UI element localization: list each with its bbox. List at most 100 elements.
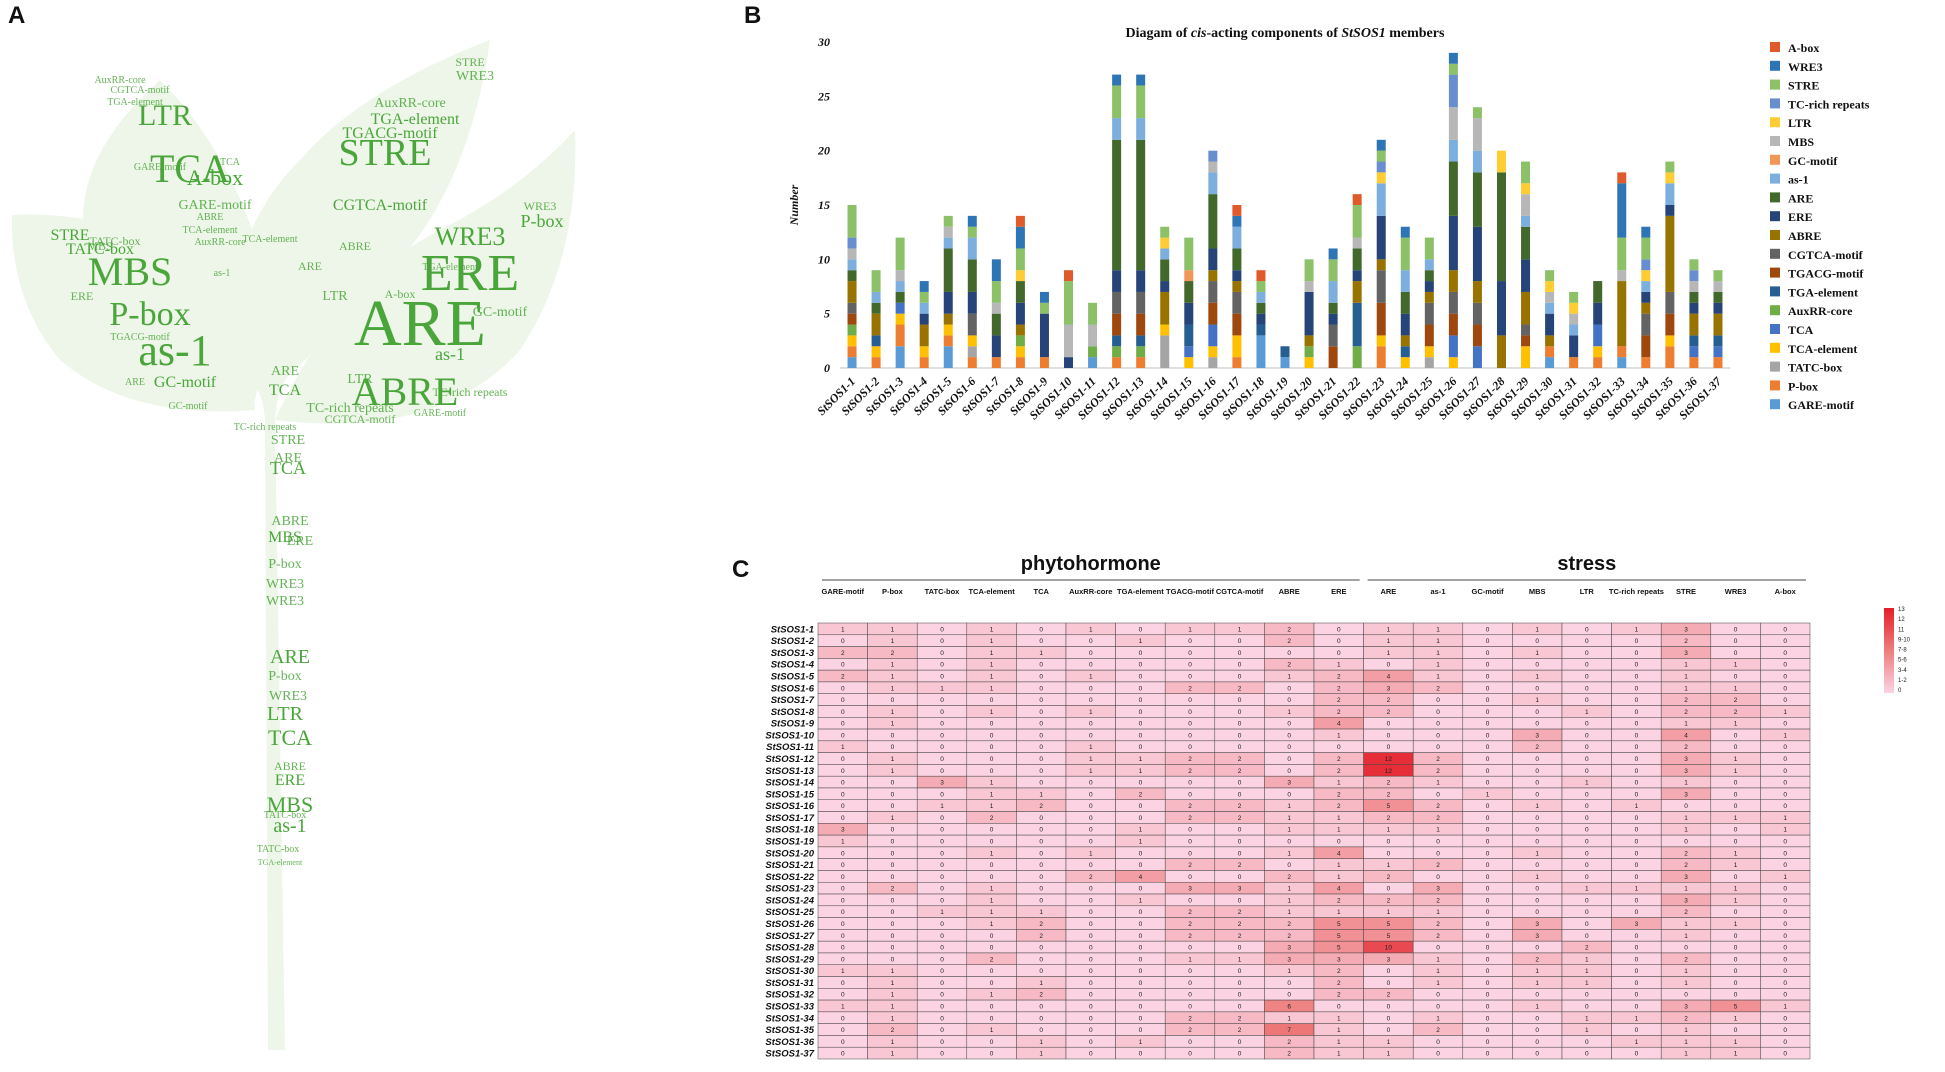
row-label: StSOS1-6	[771, 683, 815, 694]
heatmap-cell-value: 3	[1238, 886, 1242, 893]
heatmap-cell-value: 2	[1039, 921, 1043, 928]
bar-segment	[1545, 357, 1555, 368]
word-cloud-panel: ARE ERE ABRE STRE as-1 P-box MBS TCA LTR WRE3 A-bo…	[0, 0, 760, 1067]
heatmap-cell-value: 3	[1684, 768, 1688, 775]
heatmap-cell-value: 0	[1486, 626, 1490, 633]
legend-swatch	[1770, 324, 1780, 334]
heatmap-cell-value: 0	[1635, 697, 1639, 704]
heatmap-cell-value: 1	[1436, 780, 1440, 787]
row-label: StSOS1-26	[765, 919, 814, 930]
heatmap-cell-value: 1	[1387, 638, 1391, 645]
heatmap-cell-value: 0	[990, 968, 994, 975]
bar-segment	[1304, 335, 1314, 347]
heatmap-cell-value: 0	[1783, 791, 1787, 798]
heatmap-cell-value: 1	[1535, 1003, 1539, 1010]
heatmap-cell-value: 2	[1238, 803, 1242, 810]
heatmap-cell-value: 1	[990, 650, 994, 657]
heatmap-cell-value: 0	[940, 744, 944, 751]
bar-segment	[1545, 335, 1555, 347]
bar-segment	[1112, 357, 1122, 368]
heatmap-cell-value: 1	[1585, 980, 1589, 987]
heatmap-cell-value: 0	[1287, 732, 1291, 739]
heatmap-cell-value: 0	[891, 897, 895, 904]
row-label: StSOS1-29	[765, 954, 814, 965]
panel-label-a: A	[8, 2, 26, 29]
bar-segment	[1304, 291, 1314, 336]
bar-segment	[1039, 291, 1049, 303]
column-label: A-box	[1775, 587, 1797, 596]
heatmap-cell-value: 1	[1684, 1027, 1688, 1034]
bar-segment	[1280, 346, 1290, 358]
heatmap-cell-value: 0	[1188, 897, 1192, 904]
heatmap-cell-value: 0	[1783, 780, 1787, 787]
heatmap-cell-value: 1	[1287, 803, 1291, 810]
heatmap-cell-value: 0	[1585, 732, 1589, 739]
bar-segment	[919, 313, 929, 325]
heatmap-cell-value: 2	[1139, 791, 1143, 798]
heatmap-cell-value: 1	[891, 992, 895, 999]
heatmap-cell-value: 0	[841, 791, 845, 798]
heatmap-cell-value: 0	[1337, 744, 1341, 751]
colorbar-tick-label: 3-4	[1898, 668, 1907, 674]
legend-swatch	[1770, 79, 1780, 90]
bar-segment	[1256, 281, 1266, 292]
column-label: TC-rich repeats	[1609, 587, 1664, 596]
heatmap-cell-value: 1	[1635, 803, 1639, 810]
heatmap-cell-value: 0	[1436, 839, 1440, 846]
heatmap-cell-value: 1	[1684, 815, 1688, 822]
bar-segment	[1232, 226, 1242, 249]
heatmap-cell-value: 1	[1337, 662, 1341, 669]
heatmap-cell-value: 1	[940, 909, 944, 916]
heatmap-cell-value: 1	[1287, 674, 1291, 681]
bar-segment	[1641, 313, 1651, 336]
heatmap-cell-value: 0	[1783, 626, 1787, 633]
word-cloud-word: WRE3	[266, 594, 304, 609]
heatmap-cell-value: 1	[891, 1003, 895, 1010]
heatmap-cell-value: 1	[1287, 886, 1291, 893]
bar-segment	[1088, 324, 1098, 347]
word-cloud-word: TCA	[268, 725, 312, 750]
bar-segment	[847, 237, 857, 249]
bar-segment	[1064, 281, 1074, 325]
word-cloud-word: WRE3	[269, 689, 307, 704]
heatmap-cell-value: 2	[1734, 709, 1738, 716]
plant-silhouette	[11, 40, 576, 1050]
heatmap-cell-value: 0	[841, 956, 845, 963]
heatmap-cell-value: 1	[1436, 956, 1440, 963]
heatmap-cell-value: 0	[1089, 1015, 1093, 1022]
heatmap-cell-value: 0	[1039, 709, 1043, 716]
heatmap-cell-value: 1	[1337, 780, 1341, 787]
word-cloud-word: STRE	[50, 227, 89, 244]
bar-segment	[1400, 335, 1410, 347]
bar-segment	[943, 215, 953, 227]
legend-swatch	[1770, 267, 1780, 278]
legend-swatch	[1770, 173, 1780, 184]
bar-segment	[943, 291, 953, 314]
heatmap-cell-value: 0	[1387, 1015, 1391, 1022]
heatmap-cell-value: 0	[1139, 685, 1143, 692]
heatmap-cell-value: 0	[1039, 956, 1043, 963]
heatmap-cell-value: 3	[1684, 1003, 1688, 1010]
heatmap-cell-value: 0	[1238, 992, 1242, 999]
heatmap-cell-value: 0	[1734, 780, 1738, 787]
heatmap-cell-value: 0	[1535, 1051, 1539, 1058]
heatmap-cell-value: 1	[1337, 1027, 1341, 1034]
heatmap-cell-value: 1	[990, 780, 994, 787]
heatmap-cell-value: 0	[940, 933, 944, 940]
heatmap-cell-value: 1	[990, 850, 994, 857]
heatmap-cell-value: 0	[1486, 721, 1490, 728]
heatmap-cell-value: 0	[1783, 945, 1787, 952]
bar-segment	[1232, 335, 1242, 358]
heatmap-cell-value: 0	[940, 921, 944, 928]
heatmap-cell-value: 0	[1188, 1003, 1192, 1010]
heatmap-cell-value: 1	[1436, 638, 1440, 645]
bar-segment	[1569, 357, 1579, 368]
heatmap-cell-value: 0	[1139, 909, 1143, 916]
heatmap-cell-value: 1	[891, 626, 895, 633]
bar-segment	[1496, 335, 1506, 368]
word-cloud-word: ERE	[287, 534, 313, 549]
heatmap-cell-value: 2	[1436, 862, 1440, 869]
heatmap-cell-value: 0	[1635, 780, 1639, 787]
heatmap-cell-value: 0	[1238, 980, 1242, 987]
heatmap-cell-value: 2	[1684, 709, 1688, 716]
